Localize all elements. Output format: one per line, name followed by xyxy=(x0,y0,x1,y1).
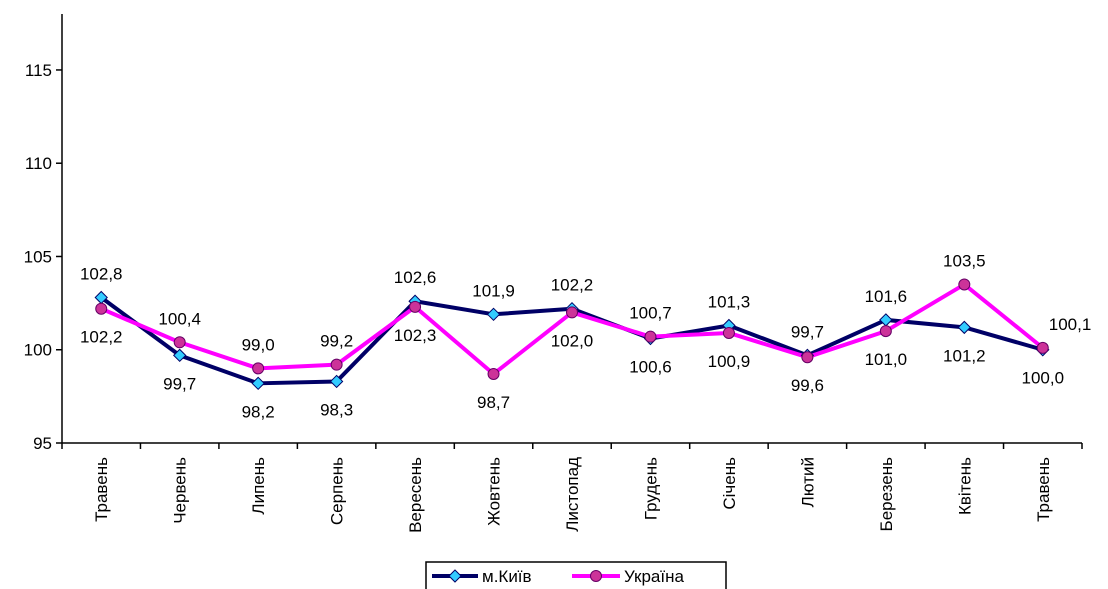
data-label: 99,7 xyxy=(163,374,196,393)
series-layer xyxy=(94,278,1050,391)
data-label: 99,6 xyxy=(791,376,824,395)
legend: м.Київ Україна xyxy=(425,561,727,589)
series-point-2 xyxy=(566,306,578,319)
legend-marker-kyiv xyxy=(448,569,462,583)
legend-marker-ukraine xyxy=(590,570,602,582)
data-label: 100,1 xyxy=(1049,315,1092,334)
data-label: 101,2 xyxy=(943,346,986,365)
data-labels: 102,8 102,2 99,7 100,4 98,2 99,0 98,3 99,2 102,6… xyxy=(80,251,1091,421)
x-tick-label: Серпень xyxy=(328,457,347,525)
y-tick-label: 95 xyxy=(33,434,52,453)
series-point-1 xyxy=(172,348,187,363)
data-label: 102,0 xyxy=(551,331,594,350)
series-point-2 xyxy=(801,351,814,364)
series-point-2 xyxy=(958,278,971,291)
x-tick-label: Грудень xyxy=(641,457,660,520)
x-tick-label: Квітень xyxy=(955,457,974,515)
legend-label-ukraine: Україна xyxy=(624,567,684,586)
y-tick-label: 115 xyxy=(25,61,52,80)
data-label: 102,6 xyxy=(394,268,437,287)
data-label: 98,7 xyxy=(477,393,510,412)
data-label: 102,3 xyxy=(394,326,437,345)
data-label: 102,2 xyxy=(80,328,123,347)
x-tick-label: Жовтень xyxy=(485,457,504,526)
series-point-2 xyxy=(1036,341,1049,354)
x-tick-label: Вересень xyxy=(406,457,425,533)
series-point-2 xyxy=(722,326,735,339)
data-label: 102,8 xyxy=(80,265,123,284)
data-label: 101,3 xyxy=(708,292,751,311)
x-tick-label: Січень xyxy=(720,457,739,510)
series-point-1 xyxy=(329,374,344,389)
data-label: 100,7 xyxy=(629,304,672,323)
x-tick-label: Липень xyxy=(249,457,268,515)
data-label: 100,0 xyxy=(1021,369,1064,388)
x-tick-label: Березень xyxy=(877,457,896,532)
y-tick-label: 100 xyxy=(24,341,52,360)
series-point-1 xyxy=(879,313,893,327)
series-point-2 xyxy=(644,330,657,343)
data-label: 98,2 xyxy=(242,402,275,421)
data-label: 99,2 xyxy=(320,332,353,351)
data-label: 100,4 xyxy=(158,309,201,328)
series-point-2 xyxy=(409,300,422,313)
series-point-2 xyxy=(879,325,892,338)
series-point-1 xyxy=(251,376,265,391)
data-label: 100,6 xyxy=(629,358,672,377)
series-point-2 xyxy=(487,367,500,380)
series-point-1 xyxy=(957,320,972,335)
series-point-2 xyxy=(252,362,265,375)
y-axis-ticks: 95 100 105 110 115 xyxy=(24,61,62,453)
data-label: 101,9 xyxy=(472,281,515,300)
data-label: 98,3 xyxy=(320,400,353,419)
data-label: 99,0 xyxy=(242,335,275,354)
series-point-1 xyxy=(486,307,501,322)
y-tick-label: 110 xyxy=(25,154,52,173)
data-label: 102,2 xyxy=(551,276,594,295)
x-tick-label: Травень xyxy=(92,457,111,522)
x-axis-ticks: Травень Червень Липень Серпень Вересень Жовте… xyxy=(61,443,1083,533)
series-point-2 xyxy=(95,302,108,315)
x-tick-label: Лютий xyxy=(798,457,817,507)
x-tick-label: Листопад xyxy=(563,457,582,532)
y-tick-label: 105 xyxy=(24,247,52,266)
series-point-2 xyxy=(330,358,343,371)
series-point-2 xyxy=(173,336,186,349)
legend-label-kyiv: м.Київ xyxy=(482,567,532,586)
x-tick-label: Червень xyxy=(171,457,190,524)
data-label: 100,9 xyxy=(708,352,751,371)
data-label: 99,7 xyxy=(791,322,824,341)
data-label: 103,5 xyxy=(943,251,986,270)
data-label: 101,6 xyxy=(865,287,908,306)
x-tick-label: Травень xyxy=(1034,457,1053,522)
data-label: 101,0 xyxy=(865,350,908,369)
